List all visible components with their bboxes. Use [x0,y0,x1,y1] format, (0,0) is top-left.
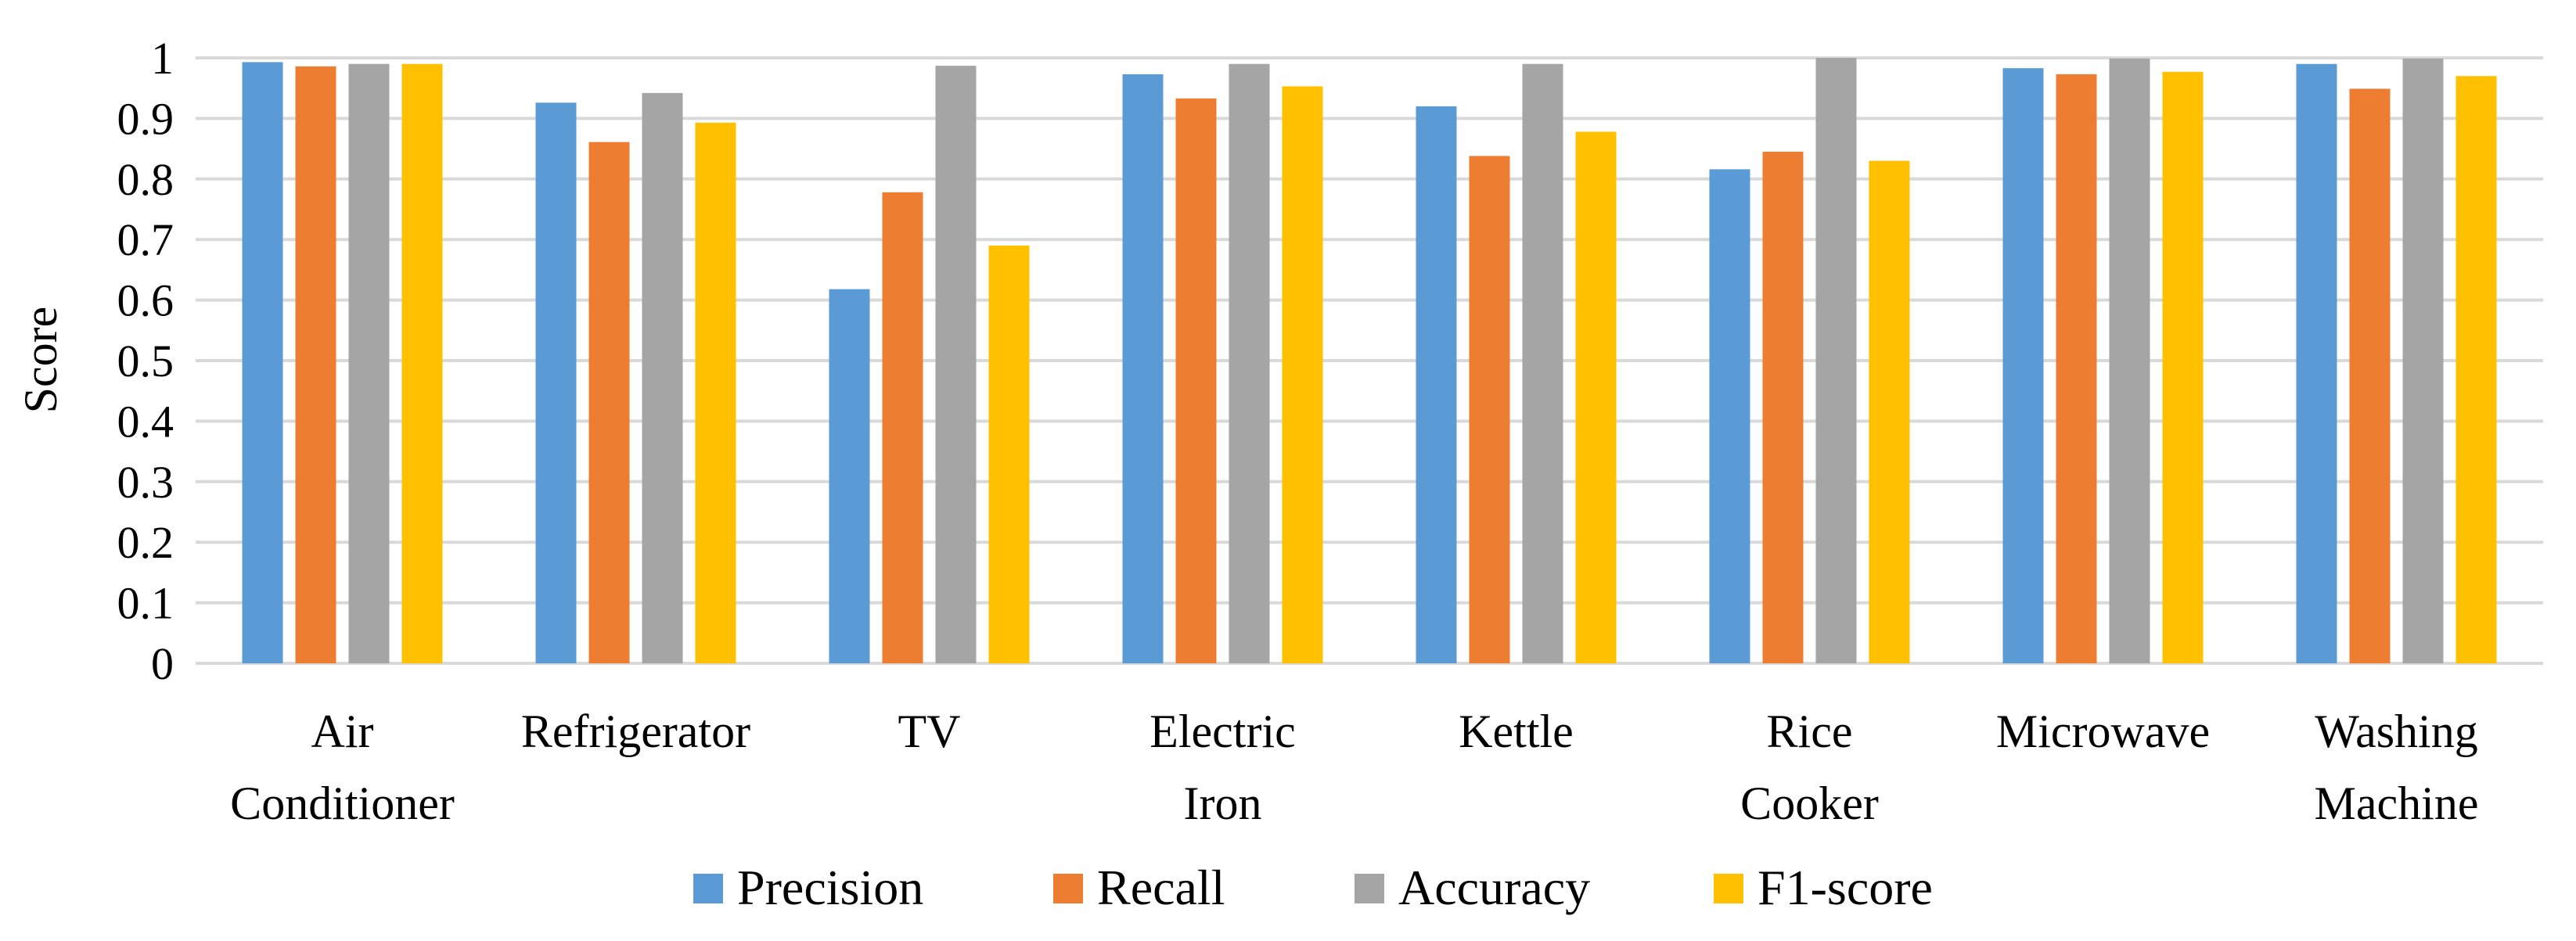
bar-accuracy [348,63,390,664]
y-tick-label: 0.3 [117,457,174,508]
bar-f1-score [2455,76,2497,664]
y-tick-label: 0.2 [117,517,174,568]
y-tick-label: 0 [151,638,174,689]
bar-accuracy [2402,58,2444,664]
x-category-label: TV [898,706,961,757]
legend-label: Accuracy [1398,860,1590,915]
legend-item: Recall [1053,860,1225,915]
bar-f1-score [1869,160,1910,663]
y-axis-title: Score [15,307,67,414]
x-category-label: Machine [2315,778,2479,829]
bar-precision [1122,74,1164,663]
bar-accuracy [1815,58,1857,663]
x-axis-categories: Air Conditioner Refrigerator TV Electric Iron… [230,706,2478,829]
bar-precision [1416,106,1457,664]
bar-precision [242,62,283,664]
legend-item: Precision [693,860,923,915]
y-tick-label: 0.1 [117,578,174,629]
bar-accuracy [2109,58,2150,664]
x-category-label: Electric [1149,706,1296,757]
bar-recall [588,142,630,663]
legend-swatch [1714,874,1743,903]
bar-precision [2002,68,2044,663]
bar-recall [2056,74,2097,663]
bar-f1-score [1575,131,1617,664]
x-category-label: Washing [2315,706,2477,757]
bar-recall [1175,98,1217,663]
bar-accuracy [1229,63,1270,664]
bar-recall [1762,151,1804,664]
bar-precision [1709,169,1750,663]
x-category-label: Rice [1767,706,1853,757]
legend-swatch [1053,874,1083,903]
y-tick-label: 0.4 [117,396,174,447]
bar-accuracy [642,92,683,664]
y-tick-label: 0.7 [117,214,174,265]
bar-accuracy [1522,63,1563,664]
x-category-label: Air [311,706,374,757]
bars [242,58,2497,664]
legend-swatch [693,874,723,903]
bar-f1-score [2162,71,2204,663]
x-category-label: Conditioner [230,778,455,829]
bar-f1-score [401,63,443,664]
legend-label: Recall [1097,860,1225,915]
y-tick-label: 0.8 [117,154,174,205]
legend-item: F1-score [1714,860,1933,915]
y-tick-label: 0.5 [117,336,174,386]
x-category-label: Kettle [1459,706,1574,757]
legend-label: F1-score [1758,860,1933,915]
legend: Precision Recall Accuracy F1-score [693,860,1933,915]
y-axis-ticks: 0 0.1 0.2 0.3 0.4 0.5 0.6 0.7 0.8 0.9 1 [117,33,174,689]
bar-f1-score [695,122,736,663]
bar-f1-score [1282,86,1323,664]
bar-accuracy [935,66,977,663]
bar-precision [2296,63,2337,664]
bar-recall [882,192,923,663]
y-tick-label: 1 [151,33,174,84]
bar-f1-score [988,245,1030,663]
bar-recall [2349,88,2391,663]
x-category-label: Microwave [1996,706,2210,757]
y-tick-label: 0.9 [117,93,174,144]
bar-precision [829,289,870,663]
bar-recall [1469,156,1510,663]
x-category-label: Refrigerator [521,706,750,757]
legend-item: Accuracy [1355,860,1590,915]
grid [196,56,2543,665]
bar-precision [535,102,577,663]
legend-label: Precision [737,860,923,915]
x-category-label: Iron [1184,778,1262,829]
y-tick-label: 0.6 [117,275,174,326]
legend-swatch [1355,874,1384,903]
x-category-label: Cooker [1740,778,1879,829]
bar-recall [295,66,336,663]
